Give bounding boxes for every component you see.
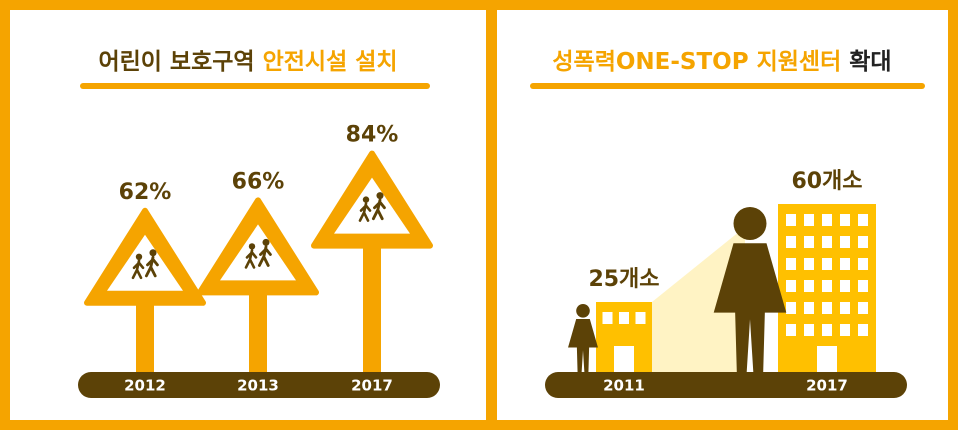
value-label: 62% [119,180,172,205]
walker-body [358,202,372,222]
window [804,324,814,336]
building [568,302,652,372]
light-beam [652,227,745,372]
title-part: 성폭력ONE-STOP 지원센터 [552,49,841,75]
window [840,258,850,270]
sign-post [136,290,154,372]
person-head [733,207,767,240]
window [840,302,850,314]
door [614,346,634,372]
title-underline [80,83,430,89]
sign-inner [334,177,410,234]
window [822,214,832,226]
window [786,280,796,292]
window [822,324,832,336]
walker-head [248,243,256,250]
walker-body [244,249,258,269]
person-body [568,318,598,372]
window [635,312,646,324]
sign [84,207,206,372]
window [786,236,796,248]
walker-head [362,196,370,203]
window [858,258,868,270]
walker-body [144,255,159,278]
value-label: 84% [346,123,399,148]
window [804,236,814,248]
left-title: 어린이 보호구역 안전시설 설치 [98,49,397,75]
year-label: 2013 [237,377,279,395]
person-head [576,304,590,318]
walker-head [135,253,143,260]
building [713,204,876,372]
right-title: 성폭력ONE-STOP 지원센터 확대 [552,49,891,75]
value-label: 25개소 [588,267,659,292]
window [840,214,850,226]
value-label: 60개소 [791,169,862,194]
window [786,324,796,336]
window [840,280,850,292]
window [804,302,814,314]
window [858,236,868,248]
year-label: 2017 [351,377,393,395]
walker-body [131,259,145,280]
window [602,312,613,324]
sign-inner [107,234,183,291]
walker-head [149,249,157,257]
window [858,302,868,314]
year-label: 2012 [124,377,166,395]
base-bar [78,372,440,398]
base-bar [545,372,907,398]
year-label: 2017 [806,377,848,395]
window [804,280,814,292]
sign [197,197,319,372]
window [822,280,832,292]
window [786,214,796,226]
window [786,258,796,270]
walker-body [257,245,272,267]
sign-post [249,280,267,372]
title-underline [530,83,925,89]
walker-head [376,192,384,200]
title-part: 어린이 보호구역 [98,49,254,75]
sign [311,150,433,372]
title-part: 확대 [849,49,891,75]
person-body [713,243,787,372]
window [822,258,832,270]
door [817,346,837,372]
window [786,302,796,314]
window [619,312,629,324]
window [822,236,832,248]
window [804,258,814,270]
window [822,302,832,314]
window [804,214,814,226]
window [840,236,850,248]
title-part: 안전시설 설치 [263,49,398,75]
sign-post [363,233,381,372]
value-label: 66% [232,169,285,194]
window [858,324,868,336]
window [840,324,850,336]
window [858,280,868,292]
year-label: 2011 [603,377,645,395]
window [858,214,868,226]
sign-inner [220,224,296,281]
walker-body [371,198,386,221]
walker-head [262,238,270,246]
